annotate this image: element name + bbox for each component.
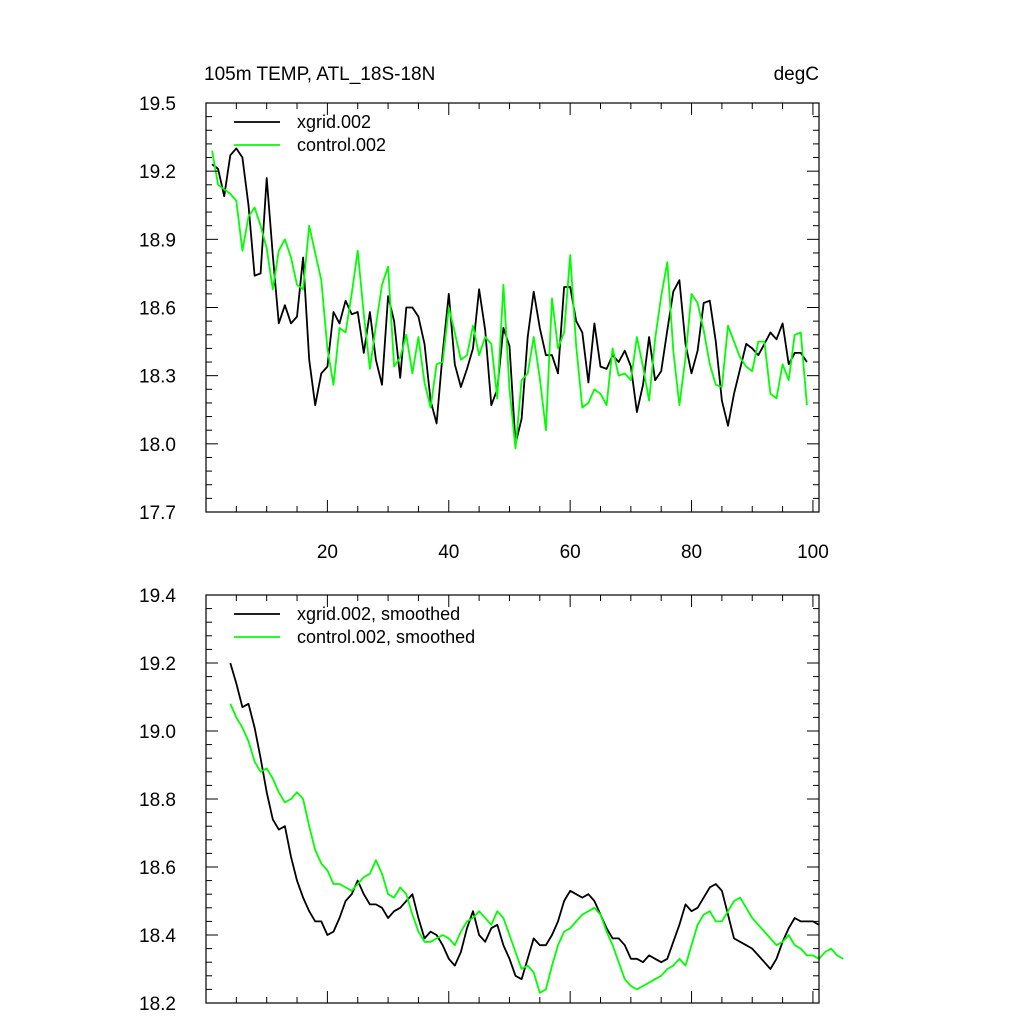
bottom-ytick-label: 18.8	[139, 790, 176, 811]
bottom-ticks: 18.2 18.4 18.6 18.8 19.0 19.2 19.4	[139, 586, 819, 1015]
bottom-panel: 18.2 18.4 18.6 18.8 19.0 19.2 19.4 xgrid.002, …	[139, 586, 844, 1015]
top-ytick-label: 18.3	[139, 367, 176, 388]
bottom-ytick-label: 19.4	[139, 586, 176, 607]
bottom-ytick-label: 19.0	[139, 722, 176, 743]
top-xtick-label: 20	[317, 542, 338, 563]
bottom-series-layer	[229, 662, 844, 994]
top-series-0-line	[211, 147, 808, 445]
top-xtick-label: 100	[797, 542, 829, 563]
top-ytick-label: 18.0	[139, 435, 176, 456]
legend-label-control: control.002	[297, 135, 386, 155]
top-panel: 105m TEMP, ATL_18S-18N degC 17.7 18.0 18.3…	[139, 64, 829, 563]
bottom-series-0-line	[229, 662, 820, 981]
bottom-legend: xgrid.002, smoothed control.002, smoothe…	[234, 604, 475, 647]
top-series-layer	[211, 147, 808, 450]
top-ytick-label: 19.2	[139, 162, 176, 183]
top-ytick-label: 19.5	[139, 94, 176, 115]
top-legend: xgrid.002 control.002	[234, 112, 386, 155]
top-xtick-label: 40	[438, 542, 459, 563]
legend-label-xgrid: xgrid.002	[297, 112, 371, 132]
top-ytick-label: 18.9	[139, 230, 176, 251]
top-xtick-label: 60	[560, 542, 581, 563]
chart-title-units: degC	[774, 64, 819, 85]
bottom-ytick-label: 18.4	[139, 926, 176, 947]
bottom-ytick-label: 18.6	[139, 858, 176, 879]
chart-title-left: 105m TEMP, ATL_18S-18N	[204, 64, 435, 85]
top-ytick-label: 17.7	[139, 503, 176, 524]
legend-label-control-smoothed: control.002, smoothed	[297, 627, 475, 647]
bottom-series-1-line	[229, 703, 844, 994]
legend-label-xgrid-smoothed: xgrid.002, smoothed	[297, 604, 460, 624]
top-ticks: 17.7 18.0 18.3 18.6 18.9 19.2 19.5 20 40 60 80 100	[139, 94, 829, 563]
top-series-1-line	[211, 150, 808, 450]
bottom-ytick-label: 18.2	[139, 994, 176, 1015]
bottom-ytick-label: 19.2	[139, 654, 176, 675]
top-xtick-label: 80	[681, 542, 702, 563]
top-ytick-label: 18.6	[139, 299, 176, 320]
